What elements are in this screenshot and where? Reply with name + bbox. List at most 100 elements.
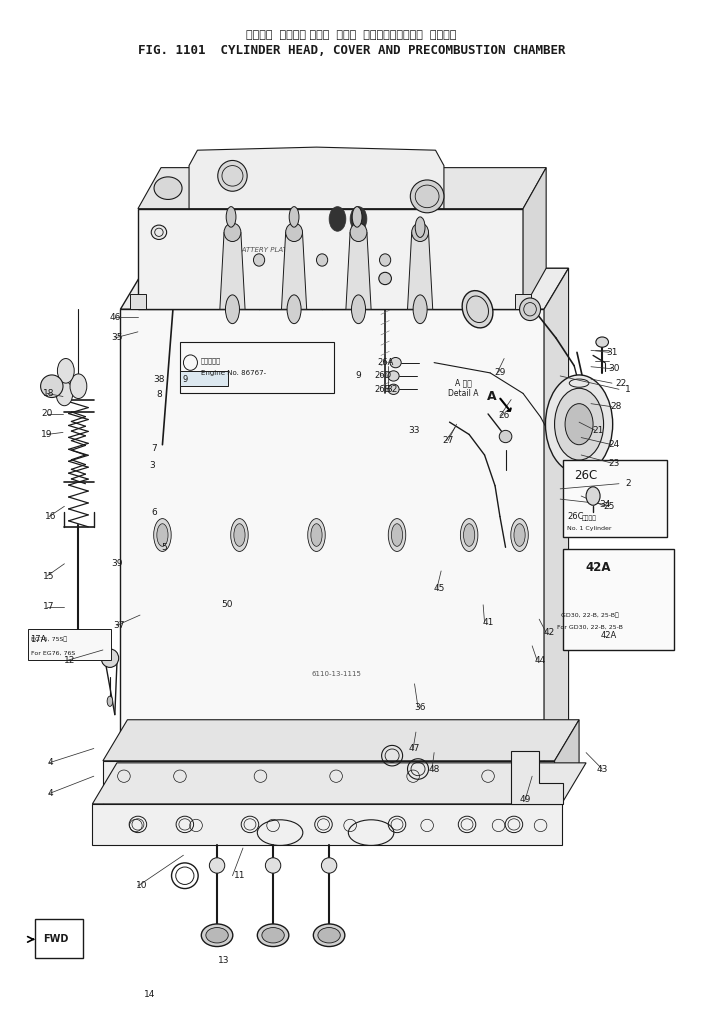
Ellipse shape [257,924,289,947]
Text: 20: 20 [41,410,53,419]
Text: FIG. 1101  CYLINDER HEAD, COVER AND PRECOMBUSTION CHAMBER: FIG. 1101 CYLINDER HEAD, COVER AND PRECO… [138,44,565,58]
Text: 47: 47 [409,744,420,753]
Text: FWD: FWD [44,934,69,945]
Polygon shape [138,168,546,209]
Text: シリンダ  ヘッド、 カバー  および  プリコンバッション  チャンバ: シリンダ ヘッド、 カバー および プリコンバッション チャンバ [246,30,457,40]
Ellipse shape [499,430,512,442]
Ellipse shape [289,207,299,227]
Text: 31: 31 [606,348,618,357]
Text: 6: 6 [151,508,157,517]
Ellipse shape [154,519,172,552]
Ellipse shape [154,177,182,200]
Ellipse shape [586,404,601,423]
Ellipse shape [482,280,518,298]
Text: 38: 38 [153,375,165,384]
Polygon shape [120,269,569,310]
Ellipse shape [107,697,112,706]
Text: 26: 26 [498,412,510,421]
Polygon shape [281,233,307,310]
Circle shape [555,388,604,460]
Ellipse shape [379,273,392,285]
Text: BATTERY PLATE: BATTERY PLATE [237,247,291,253]
Text: Detail A: Detail A [449,389,479,398]
Polygon shape [346,233,371,310]
Circle shape [58,358,75,383]
Polygon shape [515,294,531,310]
Ellipse shape [185,275,236,304]
Text: 3: 3 [149,461,155,470]
Text: 21: 21 [593,426,604,435]
Ellipse shape [388,384,399,394]
Text: 36: 36 [414,703,426,712]
Ellipse shape [411,180,444,213]
Text: 45: 45 [433,583,445,593]
Text: 27: 27 [442,436,454,446]
Text: 4: 4 [48,789,53,799]
Ellipse shape [226,295,240,324]
Text: 29: 29 [494,368,505,378]
Text: 37: 37 [113,620,124,630]
Text: 30: 30 [608,364,620,374]
Ellipse shape [265,858,280,874]
Ellipse shape [340,280,377,298]
Ellipse shape [287,295,301,324]
Text: 48: 48 [428,765,440,774]
Polygon shape [408,233,433,310]
Text: 15: 15 [44,571,55,580]
Ellipse shape [415,217,425,238]
Bar [563,549,673,650]
Circle shape [546,375,613,473]
Ellipse shape [224,223,241,242]
Text: EG75, 75S用: EG75, 75S用 [31,637,67,642]
Bar [180,342,334,393]
Ellipse shape [285,223,302,242]
Ellipse shape [462,290,493,328]
Ellipse shape [333,275,384,304]
Ellipse shape [475,275,525,304]
Ellipse shape [514,524,525,546]
Text: 8: 8 [156,390,162,399]
Bar [180,370,228,386]
Text: 19: 19 [41,430,53,439]
Ellipse shape [352,295,366,324]
Polygon shape [129,294,146,310]
Ellipse shape [101,649,119,668]
Ellipse shape [321,858,337,874]
Bar [35,919,83,958]
Text: 42A: 42A [601,631,617,640]
Text: 26C: 26C [567,512,583,521]
Circle shape [329,207,346,232]
Ellipse shape [463,524,475,546]
Polygon shape [120,310,544,760]
Text: A 詳細: A 詳細 [455,379,472,388]
Ellipse shape [596,336,609,347]
Ellipse shape [226,207,236,227]
Text: 11: 11 [233,872,245,880]
Text: 42A: 42A [585,562,611,574]
Ellipse shape [380,254,391,267]
Ellipse shape [352,207,362,227]
Ellipse shape [388,519,406,552]
Ellipse shape [390,357,401,367]
Ellipse shape [574,502,584,510]
Ellipse shape [412,275,462,304]
Ellipse shape [586,487,600,505]
Text: 39: 39 [111,559,123,568]
Text: 50: 50 [221,600,233,609]
Text: シリンダ: シリンダ [582,516,597,522]
Text: Engine No. 86767-: Engine No. 86767- [201,369,266,376]
Polygon shape [92,762,586,804]
Polygon shape [544,269,569,760]
Ellipse shape [41,375,63,397]
Text: 10: 10 [136,882,147,890]
Ellipse shape [201,924,233,947]
Ellipse shape [218,161,247,191]
Ellipse shape [206,927,228,943]
Ellipse shape [511,519,529,552]
Text: 33: 33 [408,426,420,435]
Text: For GD30, 22-B, 25-B: For GD30, 22-B, 25-B [557,625,623,630]
Circle shape [565,403,593,445]
Polygon shape [523,168,546,310]
Text: 14: 14 [144,990,155,999]
Ellipse shape [254,254,264,267]
